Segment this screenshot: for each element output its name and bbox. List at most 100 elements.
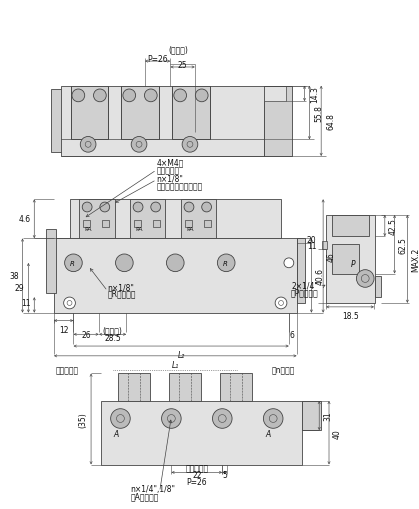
Text: （Rポート）: （Rポート）: [108, 289, 136, 298]
Bar: [119, 374, 150, 401]
Bar: [70, 87, 108, 140]
Circle shape: [184, 203, 194, 212]
Text: 40: 40: [333, 428, 342, 438]
Text: 31: 31: [323, 411, 332, 420]
Text: 4×M4用: 4×M4用: [157, 158, 184, 167]
Bar: [181, 200, 216, 239]
Circle shape: [202, 203, 212, 212]
Bar: [102, 220, 109, 227]
Bar: [322, 242, 327, 249]
Text: 28.5: 28.5: [104, 333, 121, 342]
Text: （n連目）: （n連目）: [272, 365, 295, 374]
Circle shape: [195, 90, 208, 102]
Text: 22: 22: [192, 470, 202, 479]
Circle shape: [284, 259, 294, 268]
Text: 11: 11: [307, 241, 316, 250]
Bar: [375, 276, 381, 297]
Bar: [326, 215, 375, 303]
Text: （ビッチ）: （ビッチ）: [185, 463, 208, 472]
Text: （Aポート）: （Aポート）: [130, 491, 159, 500]
Text: 14.3: 14.3: [310, 86, 319, 103]
Circle shape: [357, 270, 374, 288]
Text: (ビッチ): (ビッチ): [103, 325, 122, 334]
Bar: [46, 229, 56, 294]
Bar: [185, 220, 192, 227]
Text: 64.8: 64.8: [326, 113, 335, 130]
Text: 2×1/4": 2×1/4": [291, 281, 318, 290]
Text: 12: 12: [59, 325, 68, 334]
Circle shape: [65, 254, 82, 272]
Bar: [51, 90, 63, 153]
Bar: [70, 200, 281, 239]
Text: n×1/8": n×1/8": [108, 283, 134, 292]
Bar: [134, 220, 141, 227]
Circle shape: [162, 409, 181, 429]
Text: MAX.2: MAX.2: [411, 247, 419, 271]
Text: PA: PA: [135, 227, 142, 232]
Circle shape: [80, 137, 96, 153]
Bar: [83, 220, 90, 227]
Text: 6: 6: [290, 330, 294, 339]
Circle shape: [217, 254, 235, 272]
Text: P=26: P=26: [147, 54, 168, 64]
Circle shape: [264, 409, 283, 429]
Text: 38: 38: [9, 271, 18, 280]
Text: 62.5: 62.5: [398, 236, 408, 253]
Circle shape: [275, 297, 287, 309]
Text: 5: 5: [223, 470, 228, 479]
Text: 11: 11: [21, 299, 30, 308]
Circle shape: [133, 203, 143, 212]
Text: （バイロットポート）: （バイロットポート）: [157, 182, 203, 190]
Text: 29: 29: [15, 284, 24, 293]
Bar: [297, 239, 305, 303]
Text: （取付穴）: （取付穴）: [157, 166, 180, 175]
Text: （Pポート）: （Pポート）: [290, 288, 318, 297]
Circle shape: [151, 203, 160, 212]
Circle shape: [145, 90, 157, 102]
Text: PA: PA: [186, 227, 194, 232]
Bar: [54, 239, 297, 313]
Circle shape: [64, 297, 75, 309]
Bar: [220, 374, 252, 401]
Circle shape: [166, 254, 184, 272]
Text: n×1/4",1/8": n×1/4",1/8": [130, 484, 175, 493]
Text: R: R: [223, 260, 228, 266]
Text: 46: 46: [327, 251, 336, 261]
Bar: [172, 87, 210, 140]
Text: L₁: L₁: [172, 360, 179, 369]
Circle shape: [93, 90, 106, 102]
Text: P=26: P=26: [186, 477, 207, 486]
Text: (ビッチ): (ビッチ): [168, 45, 188, 54]
Circle shape: [111, 409, 130, 429]
Text: 20: 20: [307, 235, 316, 244]
Text: (35): (35): [78, 411, 87, 427]
Bar: [101, 401, 302, 465]
Circle shape: [100, 203, 110, 212]
Circle shape: [123, 90, 136, 102]
Bar: [153, 220, 160, 227]
Text: PA: PA: [84, 227, 92, 232]
Text: 4.6: 4.6: [18, 215, 30, 224]
Text: n×1/8": n×1/8": [157, 174, 184, 183]
Text: 18.5: 18.5: [342, 311, 359, 320]
Text: 25: 25: [177, 61, 187, 69]
Text: A: A: [113, 429, 118, 438]
Text: A: A: [266, 429, 271, 438]
Text: 40.6: 40.6: [315, 268, 324, 285]
Circle shape: [116, 254, 133, 272]
Bar: [169, 374, 201, 401]
Bar: [204, 220, 210, 227]
Text: 26: 26: [81, 330, 91, 339]
Circle shape: [131, 137, 147, 153]
Bar: [130, 200, 166, 239]
Text: R: R: [70, 260, 75, 266]
Bar: [122, 87, 159, 140]
Bar: [332, 215, 369, 237]
Bar: [332, 245, 360, 274]
Bar: [61, 87, 264, 157]
Text: （１連目）: （１連目）: [56, 365, 79, 374]
Text: L₂: L₂: [178, 350, 185, 359]
Bar: [302, 401, 321, 431]
Bar: [264, 87, 286, 102]
Circle shape: [72, 90, 85, 102]
